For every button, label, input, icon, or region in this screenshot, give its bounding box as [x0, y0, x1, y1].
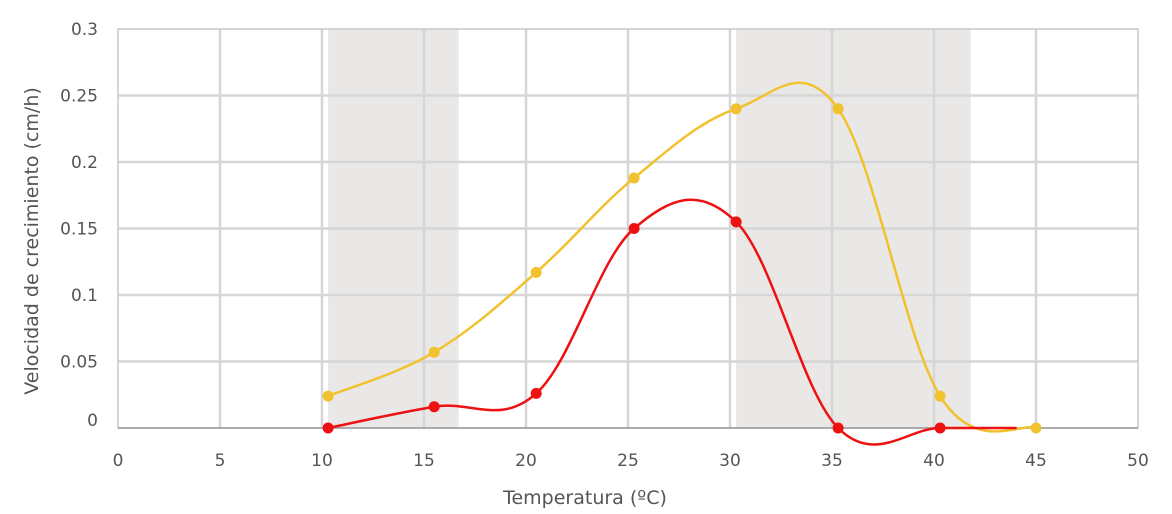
data-point-0	[1030, 422, 1042, 434]
data-point-0	[322, 390, 334, 402]
data-point-1	[530, 387, 542, 399]
x-tick-label: 10	[311, 451, 333, 471]
y-tick-label: 0.1	[71, 286, 98, 306]
x-tick-label: 20	[515, 451, 537, 471]
x-tick-labels: 0 5 10 15 20 25 30 35 40 45 50	[113, 451, 1149, 471]
data-point-1	[730, 216, 742, 228]
series-line-0	[326, 81, 1038, 433]
data-point-0	[628, 172, 640, 184]
y-tick-label: 0.05	[60, 353, 98, 373]
data-point-0	[730, 103, 742, 115]
x-tick-label: 35	[821, 451, 843, 471]
x-tick-label: 0	[113, 451, 124, 471]
data-point-0	[832, 103, 844, 115]
series-line-1	[326, 198, 1017, 446]
y-tick-label: 0.3	[71, 20, 98, 40]
x-tick-label: 5	[215, 451, 226, 471]
x-axis-title: Temperatura (ºC)	[502, 487, 667, 509]
x-tick-label: 50	[1127, 451, 1149, 471]
data-point-1	[934, 422, 946, 434]
y-tick-label: 0	[87, 411, 98, 431]
y-tick-label: 0.2	[71, 153, 98, 173]
data-point-1	[428, 401, 440, 413]
data-point-0	[530, 266, 542, 278]
series-group	[322, 81, 1042, 446]
y-axis-title: Velocidad de crecimiento (cm/h)	[21, 87, 43, 395]
data-point-1	[322, 422, 334, 434]
x-tick-label: 25	[617, 451, 639, 471]
y-tick-label: 0.25	[60, 87, 98, 107]
x-tick-label: 40	[923, 451, 945, 471]
y-tick-labels: 0 0.05 0.1 0.15 0.2 0.25 0.3	[60, 20, 98, 431]
data-point-0	[934, 390, 946, 402]
data-point-1	[628, 223, 640, 234]
x-tick-label: 45	[1025, 451, 1047, 471]
x-tick-label: 15	[413, 451, 435, 471]
data-point-1	[832, 422, 844, 434]
x-tick-label: 30	[719, 451, 741, 471]
grid-lines	[118, 29, 1138, 428]
y-tick-label: 0.15	[60, 220, 98, 240]
data-point-0	[428, 346, 440, 358]
